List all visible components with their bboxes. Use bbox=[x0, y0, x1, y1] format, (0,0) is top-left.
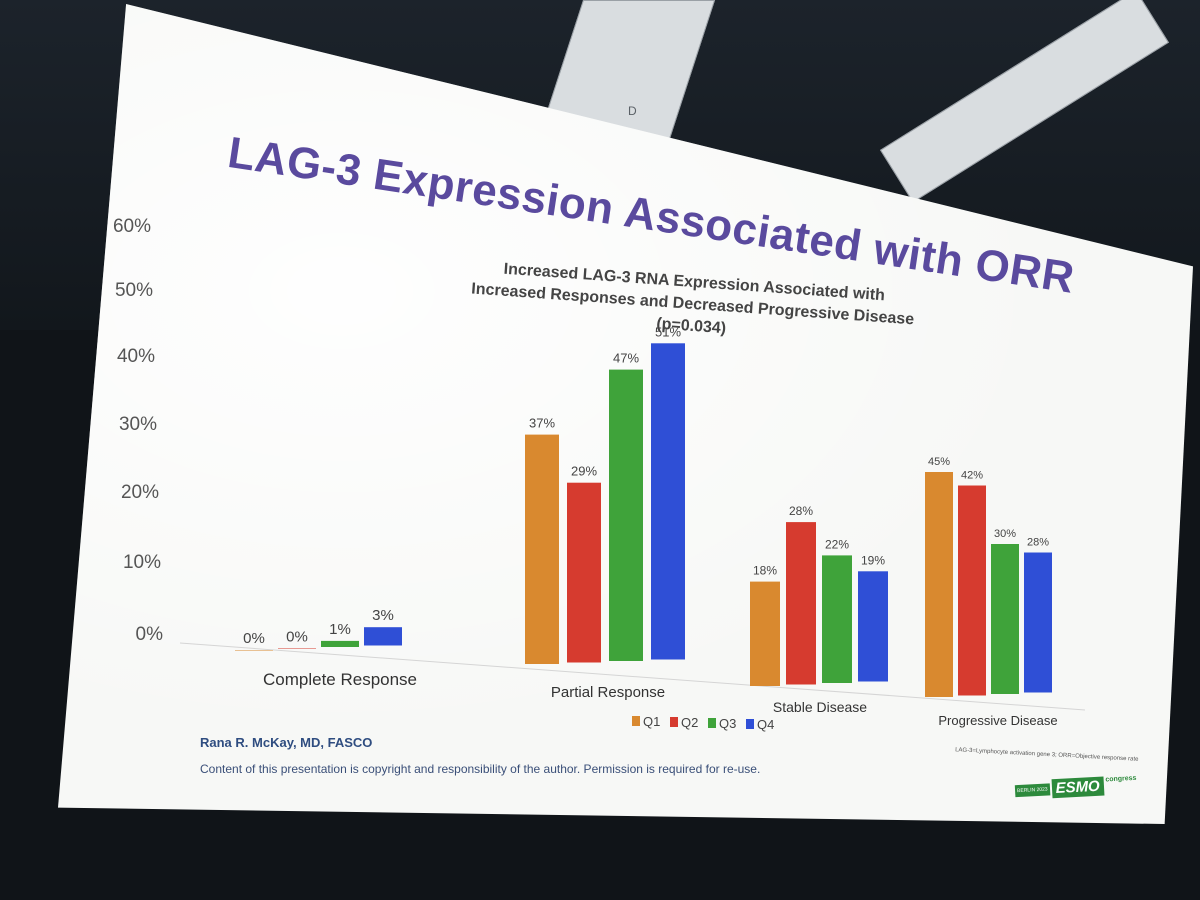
bar bbox=[858, 571, 888, 682]
bar bbox=[958, 485, 986, 696]
bar bbox=[651, 343, 685, 660]
bar bbox=[235, 650, 273, 651]
logo-brand: ESMO bbox=[1051, 776, 1105, 799]
y-tick-label: 20% bbox=[121, 482, 159, 503]
author-name: Rana R. McKay, MD, FASCO bbox=[200, 735, 373, 750]
bar bbox=[786, 522, 816, 685]
y-tick-label: 40% bbox=[117, 346, 155, 367]
copyright-notice: Content of this presentation is copyrigh… bbox=[200, 762, 761, 776]
bar-data-label: 3% bbox=[372, 607, 394, 624]
legend-label: Q4 bbox=[757, 717, 774, 732]
bar-data-label: 42% bbox=[961, 470, 983, 482]
bar bbox=[364, 627, 402, 646]
y-tick-label: 10% bbox=[123, 552, 161, 573]
bar bbox=[1024, 552, 1052, 693]
bar bbox=[925, 472, 953, 697]
bar bbox=[567, 482, 601, 663]
y-tick-label: 0% bbox=[136, 624, 164, 645]
category-label: Complete Response bbox=[263, 670, 417, 689]
bar-data-label: 45% bbox=[928, 456, 950, 468]
legend-label: Q2 bbox=[681, 715, 698, 730]
y-tick-label: 30% bbox=[119, 414, 157, 435]
bar-data-label: 1% bbox=[329, 621, 351, 638]
bar-data-label: 30% bbox=[994, 528, 1016, 540]
legend-swatch bbox=[670, 717, 678, 727]
legend-swatch bbox=[632, 716, 640, 726]
bar-data-label: 51% bbox=[655, 324, 681, 339]
y-tick-label: 60% bbox=[113, 216, 151, 237]
bar-data-label: 18% bbox=[753, 564, 777, 578]
y-tick-label: 50% bbox=[115, 280, 153, 301]
bar-data-label: 29% bbox=[571, 464, 597, 479]
logo-city: BERLIN 2023 bbox=[1014, 782, 1050, 797]
bar bbox=[278, 648, 316, 649]
bar bbox=[750, 581, 780, 686]
bar-data-label: 22% bbox=[825, 537, 849, 551]
legend-swatch bbox=[708, 718, 716, 728]
category-label: Partial Response bbox=[551, 684, 665, 701]
category-label: Progressive Disease bbox=[938, 713, 1057, 728]
bar-data-label: 19% bbox=[861, 553, 885, 567]
bar bbox=[525, 434, 559, 664]
bar-data-label: 37% bbox=[529, 416, 555, 431]
bar-data-label: 28% bbox=[1027, 537, 1049, 549]
bar-data-label: 28% bbox=[789, 504, 813, 518]
bar-data-label: 47% bbox=[613, 351, 639, 366]
logo-suffix: congress bbox=[1105, 774, 1137, 784]
bar-data-label: 0% bbox=[243, 630, 265, 647]
legend-label: Q3 bbox=[719, 716, 736, 731]
category-label: Stable Disease bbox=[773, 699, 867, 715]
bar-data-label: 0% bbox=[286, 629, 308, 646]
legend-label: Q1 bbox=[643, 714, 660, 729]
bar bbox=[822, 555, 852, 683]
bar bbox=[321, 640, 359, 647]
bar bbox=[609, 369, 643, 661]
x-axis-line bbox=[179, 642, 1086, 711]
legend-swatch bbox=[746, 719, 754, 729]
bar bbox=[991, 544, 1019, 694]
